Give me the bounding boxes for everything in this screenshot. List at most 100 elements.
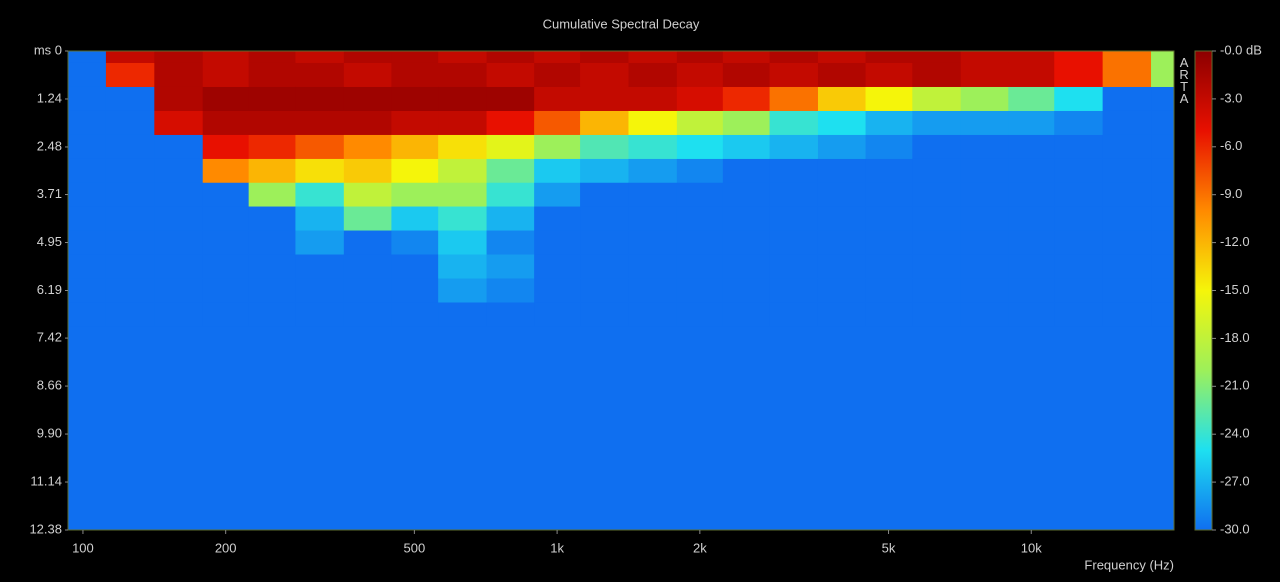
heatmap-cell: [1008, 182, 1055, 208]
heatmap-cell: [391, 62, 439, 88]
heatmap-cell: [438, 254, 488, 280]
heatmap-cell: [912, 206, 962, 232]
heatmap-cell: [438, 62, 488, 88]
heatmap-cell: [486, 230, 535, 256]
heatmap-cell: [580, 302, 629, 327]
heatmap-cell: [68, 230, 107, 256]
heatmap-cell: [68, 302, 107, 327]
heatmap-cell: [722, 51, 771, 64]
heatmap-cell: [343, 206, 392, 232]
heatmap-cell: [154, 51, 204, 64]
heatmap-cell: [1008, 254, 1055, 280]
heatmap-cell: [912, 51, 962, 64]
heatmap-cell: [676, 182, 724, 208]
heatmap-cell: [343, 278, 392, 303]
heatmap-cell: [534, 182, 581, 208]
colorbar-tick-label: -6.0: [1220, 138, 1242, 153]
heatmap-cell: [722, 302, 771, 327]
heatmap-cell: [628, 158, 678, 184]
heatmap-cell: [391, 51, 439, 64]
heatmap-cell: [438, 230, 488, 256]
heatmap-cell: [1054, 86, 1104, 112]
y-tick-label: 4.95: [37, 234, 62, 249]
heatmap-cell: [438, 158, 488, 184]
heatmap-cell: [105, 158, 155, 184]
heatmap-cell: [68, 134, 107, 160]
heatmap-cell: [486, 182, 535, 208]
heatmap-cell: [912, 158, 962, 184]
colorbar-tick-label: -27.0: [1220, 474, 1250, 489]
y-tick-label: 8.66: [37, 378, 62, 393]
heatmap-cell: [722, 230, 771, 256]
heatmap-cell: [202, 158, 250, 184]
heatmap-cell: [676, 158, 724, 184]
heatmap-cell: [912, 278, 962, 303]
heatmap-cell: [628, 230, 678, 256]
heatmap-cell: [628, 182, 678, 208]
heatmap-cell: [154, 302, 204, 327]
y-tick-label: ms 0: [34, 42, 62, 57]
heatmap-cell: [769, 86, 819, 112]
heatmap-cell: [1008, 302, 1055, 327]
heatmap: [68, 51, 1174, 530]
heatmap-cell: [865, 206, 913, 232]
heatmap-cell: [295, 51, 345, 64]
heatmap-cell: [817, 51, 867, 64]
heatmap-cell: [534, 230, 581, 256]
heatmap-cell: [1008, 51, 1055, 64]
heatmap-cell: [1102, 254, 1152, 280]
heatmap-cell: [722, 182, 771, 208]
heatmap-cell: [1054, 206, 1104, 232]
heatmap-cell: [1102, 278, 1152, 303]
heatmap-cell: [534, 110, 581, 136]
heatmap-cell: [391, 182, 439, 208]
heatmap-cell: [534, 51, 581, 64]
heatmap-cell: [202, 51, 250, 64]
heatmap-cell: [1151, 134, 1174, 160]
heatmap-cell: [1054, 51, 1104, 64]
heatmap-cell: [960, 182, 1009, 208]
y-tick-label: 6.19: [37, 282, 62, 297]
heatmap-cell: [105, 86, 155, 112]
heatmap-cell: [486, 110, 535, 136]
heatmap-cell: [960, 206, 1009, 232]
heatmap-cell: [912, 86, 962, 112]
heatmap-cell: [628, 254, 678, 280]
heatmap-cell: [960, 230, 1009, 256]
colorbar-tick-label: -15.0: [1220, 282, 1250, 297]
heatmap-cell: [676, 110, 724, 136]
heatmap-cell: [438, 206, 488, 232]
y-tick-label: 3.71: [37, 186, 62, 201]
heatmap-cell: [295, 230, 345, 256]
heatmap-cell: [722, 62, 771, 88]
heatmap-cell: [202, 86, 250, 112]
heatmap-cell: [295, 110, 345, 136]
heatmap-cell: [817, 158, 867, 184]
heatmap-cell: [438, 302, 488, 327]
heatmap-cell: [769, 51, 819, 64]
heatmap-cell: [486, 62, 535, 88]
heatmap-cell: [105, 51, 155, 64]
heatmap-cell: [202, 302, 250, 327]
heatmap-cell: [534, 86, 581, 112]
heatmap-cell: [769, 206, 819, 232]
heatmap-cell: [580, 182, 629, 208]
heatmap-cell: [154, 134, 204, 160]
heatmap-cell: [68, 278, 107, 303]
heatmap-cell: [105, 254, 155, 280]
heatmap-cell: [248, 278, 296, 303]
heatmap-cell: [343, 158, 392, 184]
heatmap-cell: [391, 206, 439, 232]
heatmap-cell: [105, 278, 155, 303]
heatmap-cell: [865, 278, 913, 303]
colorbar-tick-label: -30.0: [1220, 521, 1250, 536]
heatmap-cell: [960, 62, 1009, 88]
heatmap-cell: [248, 86, 296, 112]
heatmap-cell: [1102, 62, 1152, 88]
heatmap-cell: [534, 158, 581, 184]
heatmap-cell: [960, 86, 1009, 112]
heatmap-cell: [68, 254, 107, 280]
heatmap-cell: [68, 158, 107, 184]
heatmap-cell: [154, 230, 204, 256]
heatmap-cell: [391, 110, 439, 136]
